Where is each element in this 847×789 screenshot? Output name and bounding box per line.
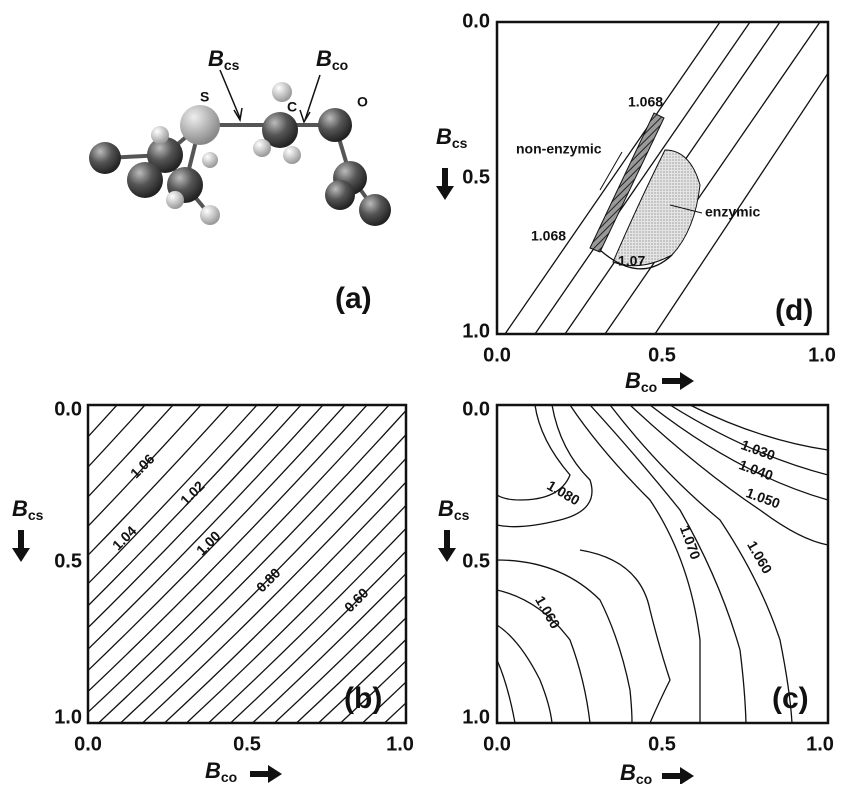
contour-line [31, 294, 531, 784]
contour-label: 1.050 [744, 484, 783, 511]
annotation: non-enzymic [516, 141, 602, 157]
contour-line [0, 294, 327, 784]
contour-label: 1.068 [531, 228, 566, 244]
y-axis-label: Bcs [12, 496, 44, 523]
y-axis-label: Bcs [436, 124, 468, 151]
contours [497, 405, 828, 723]
y-tick-label: 0.0 [54, 398, 82, 420]
panel-label: (a) [335, 282, 372, 315]
y-tick-label: 0.5 [462, 166, 490, 188]
contour-labels: 1.06 1.04 1.02 1.00 0.80 0.60 [109, 450, 372, 615]
contour-label: 1.02 [177, 477, 208, 508]
arrow [12, 530, 30, 562]
panel-label: (c) [772, 682, 809, 715]
contour-line [0, 294, 271, 784]
annotation: enzymic [705, 204, 760, 220]
contour-line [0, 294, 215, 784]
bond-label: Bco [316, 46, 348, 73]
x-tick-label: 0.0 [483, 733, 511, 755]
contours [505, 22, 847, 334]
contour-label: 1.060 [744, 538, 775, 577]
arrow [662, 372, 694, 390]
y-tick-label: 0.0 [462, 398, 490, 420]
contour-label: 1.00 [193, 527, 224, 558]
y-tick-label: 1.0 [462, 320, 490, 342]
arrow [438, 530, 456, 562]
contour-line [185, 294, 685, 784]
x-tick-label: 0.5 [233, 733, 261, 755]
contour-label: 1.080 [544, 477, 583, 508]
x-tick-label: 0.0 [74, 733, 102, 755]
contour-line [75, 294, 575, 784]
x-axis-label: Bco [620, 760, 652, 784]
contour-label: 1.04 [109, 522, 140, 553]
figure: Bcs Bco S C O (a) 0.0 0.5 1.0 0.0 0.5 1.… [0, 0, 847, 784]
panel-label: (b) [344, 682, 382, 715]
bond-label: Bcs [208, 46, 240, 73]
contour-label: 1.070 [677, 523, 704, 562]
arrow [250, 765, 282, 783]
atom-label: C [287, 99, 297, 115]
x-axis-label: Bco [205, 758, 237, 784]
x-tick-label: 1.0 [386, 733, 414, 755]
x-tick-label: 0.5 [648, 733, 676, 755]
atom-label: O [357, 94, 368, 110]
contour-label: 0.60 [341, 584, 372, 615]
y-axis-label: Bcs [438, 496, 470, 523]
contour-label: 1.07 [618, 253, 645, 269]
arrow [436, 168, 454, 200]
panel-label: (d) [775, 294, 813, 327]
y-tick-label: 1.0 [462, 706, 490, 728]
x-tick-label: 0.5 [648, 344, 676, 366]
molecule [89, 70, 391, 226]
atom-label: S [200, 89, 209, 105]
x-tick-label: 1.0 [806, 733, 834, 755]
axes-frame [497, 405, 828, 723]
x-tick-label: 1.0 [808, 344, 836, 366]
axes-frame [88, 405, 406, 723]
y-tick-label: 1.0 [54, 706, 82, 728]
contour-label: 1.06 [127, 450, 158, 481]
x-axis-label: Bco [625, 368, 657, 395]
contour-line [0, 294, 187, 784]
contour-line [251, 294, 751, 784]
contour-line [0, 294, 299, 784]
x-tick-label: 0.0 [483, 344, 511, 366]
contour-line [317, 294, 817, 784]
y-tick-label: 0.5 [54, 550, 82, 572]
y-tick-label: 0.5 [462, 550, 490, 572]
arrow [662, 767, 694, 784]
contour-line [9, 294, 509, 784]
y-tick-label: 0.0 [462, 10, 490, 32]
contour-label: 1.060 [532, 593, 563, 632]
contour-label: 1.068 [628, 94, 663, 110]
